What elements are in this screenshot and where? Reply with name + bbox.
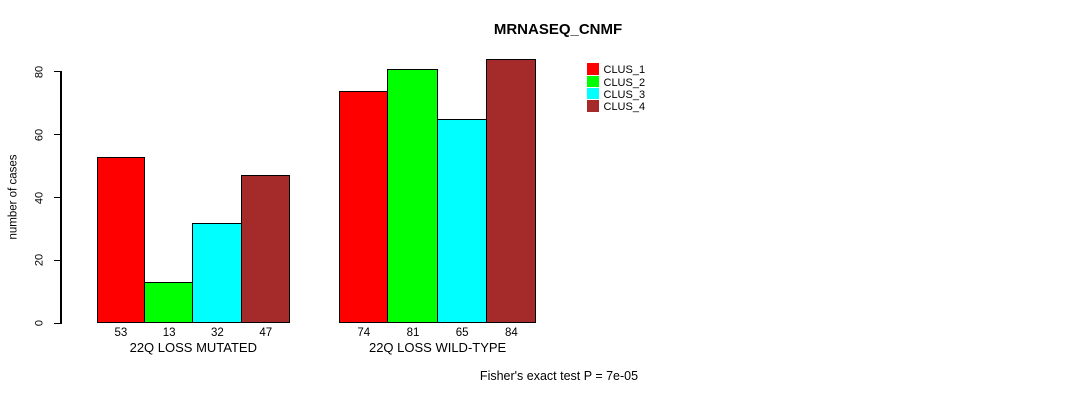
bar-clus_4 [485,59,536,324]
y-axis-tick-label: 80 [33,65,46,78]
bar-clus_4 [240,175,290,324]
chart-title: MRNASEQ_CNMF [493,21,623,38]
y-axis-tick [54,322,62,324]
bar-value-label: 65 [455,326,469,339]
legend-swatch-clus_2 [587,75,599,88]
bar-value-label: 47 [259,326,273,339]
bar-clus_1 [339,90,389,324]
y-axis-label: number of cases [7,154,20,240]
bar-value-label: 13 [162,326,176,339]
bar-value-label: 81 [406,326,420,339]
y-axis-tick [54,259,62,261]
y-axis-tick-label: 0 [33,320,46,327]
legend-swatch-clus_1 [587,63,599,75]
bar-clus_3 [436,118,487,324]
bar-value-label: 53 [114,326,128,339]
legend-swatch-clus_4 [587,100,599,112]
y-axis-tick [54,196,62,199]
bar-value-label: 84 [504,326,518,339]
bar-clus_1 [96,156,145,324]
legend-label: CLUS_1 [603,64,646,77]
legend-label: CLUS_2 [603,76,646,89]
bar-value-label: 74 [357,326,371,339]
y-axis-tick-label: 20 [33,254,46,267]
y-axis-tick-label: 40 [33,191,46,204]
y-axis-tick [54,134,62,136]
bar-clus_2 [144,282,194,324]
bar-clus_3 [192,222,242,324]
bar-clus_2 [387,68,438,324]
group-label: 22Q LOSS MUTATED [129,340,257,355]
group-label: 22Q LOSS WILD-TYPE [368,340,507,355]
legend-swatch-clus_3 [587,87,599,100]
legend-label: CLUS_4 [603,101,646,114]
fisher-test-annotation: Fisher's exact test P = 7e-05 [479,369,639,383]
y-axis-tick-label: 60 [33,128,46,141]
legend-label: CLUS_3 [603,88,646,101]
y-axis-tick [54,71,62,73]
bar-value-label: 32 [211,326,224,339]
